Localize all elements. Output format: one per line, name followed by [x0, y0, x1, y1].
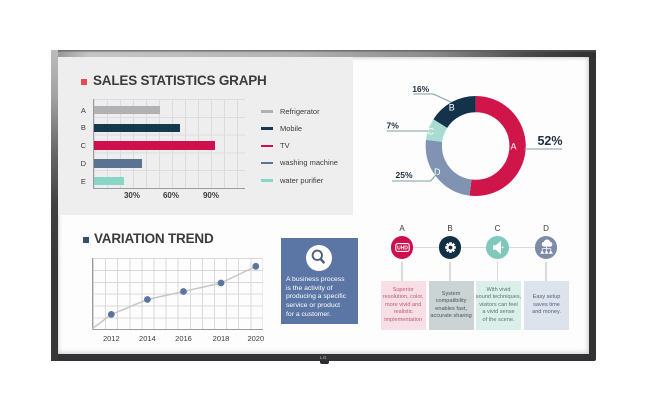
svg-text:A: A	[510, 142, 516, 152]
svg-text:16%: 16%	[412, 84, 429, 94]
svg-text:D: D	[434, 167, 441, 177]
svg-text:52%: 52%	[537, 134, 562, 148]
svg-text:UHD: UHD	[397, 245, 408, 251]
svg-text:7%: 7%	[387, 121, 400, 131]
svg-text:C: C	[427, 127, 434, 137]
svg-text:B: B	[449, 103, 455, 113]
svg-text:25%: 25%	[395, 170, 412, 180]
